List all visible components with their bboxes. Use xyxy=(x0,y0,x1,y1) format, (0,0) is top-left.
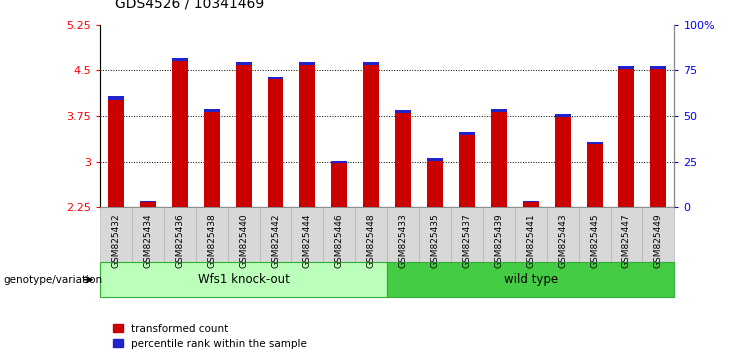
Text: GSM825441: GSM825441 xyxy=(526,214,535,268)
Legend: transformed count, percentile rank within the sample: transformed count, percentile rank withi… xyxy=(113,324,308,349)
Bar xyxy=(363,62,379,65)
Text: GSM825440: GSM825440 xyxy=(239,214,248,268)
Text: GSM825439: GSM825439 xyxy=(494,214,503,268)
Bar xyxy=(331,163,348,207)
Bar xyxy=(140,202,156,207)
Bar xyxy=(427,161,443,207)
Bar xyxy=(299,65,316,207)
Text: GSM825445: GSM825445 xyxy=(590,214,599,268)
Text: GSM825446: GSM825446 xyxy=(335,214,344,268)
Bar xyxy=(619,69,634,207)
Text: GSM825449: GSM825449 xyxy=(654,214,663,268)
Text: GSM825438: GSM825438 xyxy=(207,214,216,268)
Text: wild type: wild type xyxy=(504,273,558,286)
Bar xyxy=(140,201,156,202)
Bar xyxy=(204,109,219,112)
Text: GSM825447: GSM825447 xyxy=(622,214,631,268)
Bar xyxy=(268,77,284,80)
Text: GSM825444: GSM825444 xyxy=(303,214,312,268)
Bar xyxy=(395,113,411,207)
Bar xyxy=(522,201,539,202)
Bar xyxy=(331,161,348,163)
Text: GSM825443: GSM825443 xyxy=(558,214,567,268)
Bar xyxy=(459,135,475,207)
Text: GSM825448: GSM825448 xyxy=(367,214,376,268)
Bar xyxy=(555,117,571,207)
Bar xyxy=(651,69,666,207)
Bar xyxy=(363,65,379,207)
Text: GSM825435: GSM825435 xyxy=(431,214,439,268)
Text: genotype/variation: genotype/variation xyxy=(4,275,103,285)
Text: GSM825436: GSM825436 xyxy=(176,214,185,268)
Bar xyxy=(108,96,124,99)
Bar xyxy=(172,61,187,207)
Bar xyxy=(459,132,475,135)
Bar xyxy=(491,109,507,112)
Bar xyxy=(522,202,539,207)
Bar xyxy=(555,114,571,117)
Bar xyxy=(172,58,187,61)
Text: GSM825434: GSM825434 xyxy=(144,214,153,268)
Bar xyxy=(236,65,252,207)
Bar xyxy=(236,62,252,65)
Bar xyxy=(299,62,316,65)
Bar xyxy=(619,66,634,69)
Bar xyxy=(395,110,411,113)
Bar xyxy=(268,80,284,207)
Text: GSM825442: GSM825442 xyxy=(271,214,280,268)
Text: GSM825433: GSM825433 xyxy=(399,214,408,268)
Text: GSM825437: GSM825437 xyxy=(462,214,471,268)
Text: Wfs1 knock-out: Wfs1 knock-out xyxy=(198,273,290,286)
Text: GSM825432: GSM825432 xyxy=(111,214,121,268)
Bar xyxy=(651,66,666,69)
Bar xyxy=(587,144,602,207)
Bar xyxy=(204,112,219,207)
Text: GDS4526 / 10341469: GDS4526 / 10341469 xyxy=(115,0,264,11)
Bar xyxy=(427,158,443,161)
Bar xyxy=(491,112,507,207)
Bar xyxy=(587,142,602,144)
Bar xyxy=(108,99,124,207)
